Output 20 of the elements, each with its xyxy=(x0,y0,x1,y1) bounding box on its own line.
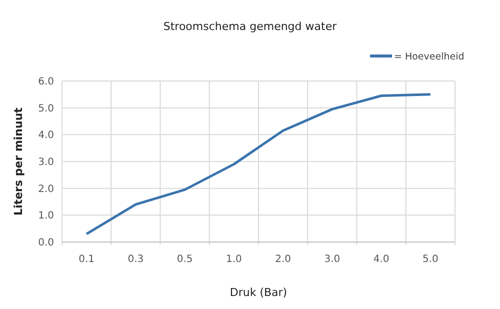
y-tick-label: 6.0 xyxy=(38,76,54,88)
line-series xyxy=(85,93,432,236)
chart-title: Stroomschema gemengd water xyxy=(163,20,338,33)
x-tick-label: 0.1 xyxy=(78,254,95,265)
x-tick-label: 5.0 xyxy=(422,254,438,265)
y-tick-label: 2.0 xyxy=(38,184,54,195)
x-tick-label: 0.5 xyxy=(176,254,193,265)
legend-label: = Hoeveelheid xyxy=(394,52,464,62)
x-tick-label: 3.0 xyxy=(324,254,340,265)
y-tick-label: 4.0 xyxy=(38,130,54,142)
x-axis-title: Druk (Bar) xyxy=(230,286,288,299)
y-tick-label: 0.0 xyxy=(38,238,54,248)
x-tick-label: 4.0 xyxy=(373,254,390,265)
y-tick-label: 5.0 xyxy=(38,103,54,114)
x-tick-label: 2.0 xyxy=(275,254,292,265)
y-axis-title: Liters per minuut xyxy=(12,108,25,216)
x-tick-label: 1.0 xyxy=(226,254,242,265)
y-tick-label: 3.0 xyxy=(38,157,54,168)
y-tick-label: 1.0 xyxy=(38,210,54,222)
x-tick-label: 0.3 xyxy=(128,254,144,265)
